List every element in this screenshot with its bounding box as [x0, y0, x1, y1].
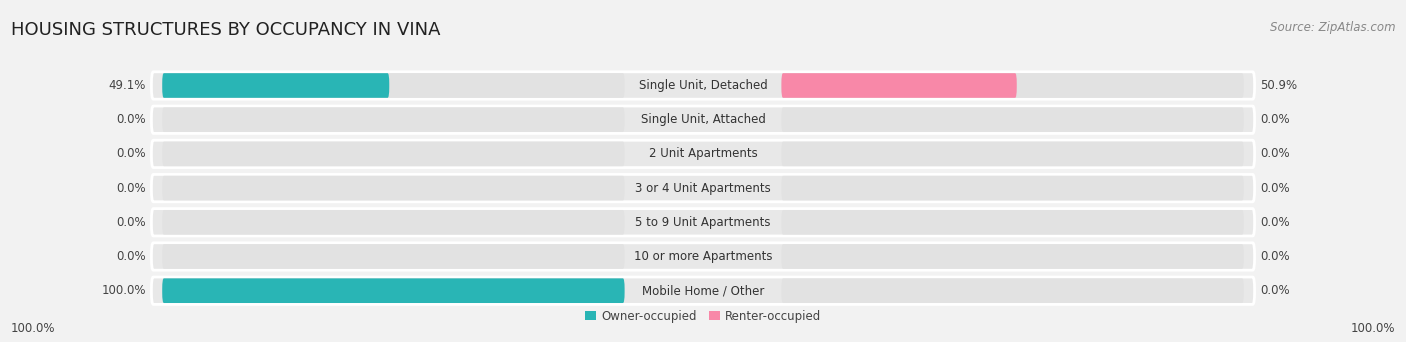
FancyBboxPatch shape — [782, 107, 1244, 132]
FancyBboxPatch shape — [162, 278, 624, 303]
Text: 100.0%: 100.0% — [11, 322, 55, 335]
FancyBboxPatch shape — [162, 210, 624, 235]
Text: 10 or more Apartments: 10 or more Apartments — [634, 250, 772, 263]
FancyBboxPatch shape — [782, 278, 1244, 303]
Text: 0.0%: 0.0% — [1260, 216, 1289, 229]
Text: 0.0%: 0.0% — [117, 147, 146, 160]
Text: 0.0%: 0.0% — [1260, 284, 1289, 297]
FancyBboxPatch shape — [152, 174, 1254, 202]
FancyBboxPatch shape — [782, 244, 1244, 269]
Text: 50.9%: 50.9% — [1260, 79, 1298, 92]
Text: 5 to 9 Unit Apartments: 5 to 9 Unit Apartments — [636, 216, 770, 229]
Text: 0.0%: 0.0% — [117, 113, 146, 126]
Text: Source: ZipAtlas.com: Source: ZipAtlas.com — [1270, 21, 1395, 34]
Text: Single Unit, Detached: Single Unit, Detached — [638, 79, 768, 92]
FancyBboxPatch shape — [782, 176, 1244, 200]
FancyBboxPatch shape — [782, 73, 1244, 98]
FancyBboxPatch shape — [162, 278, 624, 303]
Text: 0.0%: 0.0% — [1260, 250, 1289, 263]
Text: 49.1%: 49.1% — [108, 79, 146, 92]
Text: 0.0%: 0.0% — [117, 216, 146, 229]
FancyBboxPatch shape — [152, 209, 1254, 236]
FancyBboxPatch shape — [162, 244, 624, 269]
FancyBboxPatch shape — [152, 243, 1254, 270]
FancyBboxPatch shape — [162, 142, 624, 166]
FancyBboxPatch shape — [162, 176, 624, 200]
Text: 0.0%: 0.0% — [1260, 182, 1289, 195]
FancyBboxPatch shape — [162, 73, 624, 98]
Text: 3 or 4 Unit Apartments: 3 or 4 Unit Apartments — [636, 182, 770, 195]
FancyBboxPatch shape — [152, 106, 1254, 133]
Text: Mobile Home / Other: Mobile Home / Other — [641, 284, 765, 297]
Text: 2 Unit Apartments: 2 Unit Apartments — [648, 147, 758, 160]
FancyBboxPatch shape — [162, 73, 389, 98]
Text: 0.0%: 0.0% — [117, 250, 146, 263]
FancyBboxPatch shape — [152, 140, 1254, 168]
FancyBboxPatch shape — [152, 277, 1254, 304]
FancyBboxPatch shape — [782, 73, 1017, 98]
Text: Single Unit, Attached: Single Unit, Attached — [641, 113, 765, 126]
Text: 0.0%: 0.0% — [1260, 147, 1289, 160]
FancyBboxPatch shape — [152, 72, 1254, 99]
Text: 0.0%: 0.0% — [117, 182, 146, 195]
Legend: Owner-occupied, Renter-occupied: Owner-occupied, Renter-occupied — [579, 305, 827, 328]
Text: 100.0%: 100.0% — [1351, 322, 1395, 335]
Text: 0.0%: 0.0% — [1260, 113, 1289, 126]
Text: 100.0%: 100.0% — [101, 284, 146, 297]
FancyBboxPatch shape — [782, 210, 1244, 235]
FancyBboxPatch shape — [782, 142, 1244, 166]
FancyBboxPatch shape — [162, 107, 624, 132]
Text: HOUSING STRUCTURES BY OCCUPANCY IN VINA: HOUSING STRUCTURES BY OCCUPANCY IN VINA — [11, 21, 440, 39]
